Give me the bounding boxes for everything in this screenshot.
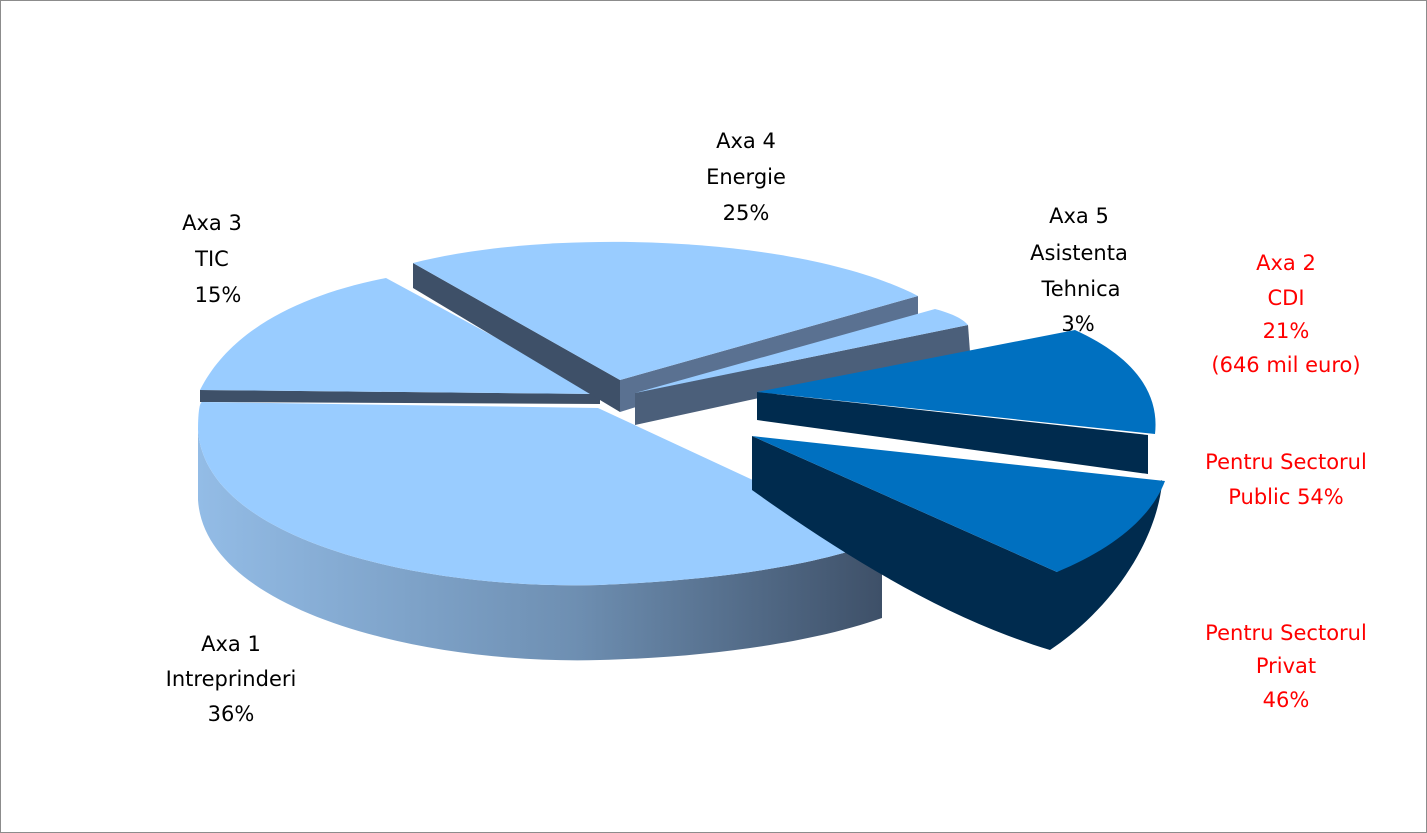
label-axa2: Axa 2 CDI 21% (646 mil euro) [1211, 251, 1360, 377]
label-axa1-line2: Intreprinderi [166, 667, 297, 691]
label-axa2-line4: (646 mil euro) [1211, 353, 1360, 377]
label-public-line1: Pentru Sectorul [1205, 450, 1367, 474]
slice-axa5-asistenta [635, 309, 970, 425]
label-axa3: Axa 3 TIC 15% [182, 211, 242, 307]
slice-axa2-public-side [757, 392, 1148, 474]
label-public-line2: Public 54% [1228, 485, 1344, 509]
slice-axa2-public-top [757, 330, 1156, 434]
slice-axa4-side [413, 263, 620, 412]
label-axa3-line1: Axa 3 [182, 211, 242, 235]
label-axa5-line3: Tehnica [1040, 277, 1120, 301]
label-axa2-line1: Axa 2 [1256, 251, 1316, 275]
label-privat-line1: Pentru Sectorul [1205, 621, 1367, 645]
label-privat: Pentru Sectorul Privat 46% [1205, 621, 1367, 712]
slice-axa2-privat-side [752, 436, 1162, 650]
label-axa5-line2: Asistenta [1030, 241, 1128, 265]
slice-axa2-cdi [752, 330, 1165, 650]
label-privat-line2: Privat [1256, 654, 1316, 678]
slice-axa3-tic [200, 278, 600, 404]
slice-axa2-privat-top [752, 436, 1165, 572]
label-axa4-line3: 25% [723, 201, 770, 225]
label-axa4-line2: Energie [706, 165, 786, 189]
slice-axa1-intreprinderi [198, 402, 882, 661]
label-axa4: Axa 4 Energie 25% [706, 129, 786, 225]
label-privat-line3: 46% [1263, 688, 1310, 712]
slice-axa4-top [413, 241, 918, 380]
label-axa5-line4: 3% [1061, 312, 1094, 336]
label-axa1-line3: 36% [208, 702, 255, 726]
slice-axa3-side [200, 390, 600, 404]
slice-axa5-top [635, 309, 968, 393]
label-axa4-line1: Axa 4 [716, 129, 776, 153]
label-axa2-line3: 21% [1263, 319, 1310, 343]
label-axa1: Axa 1 Intreprinderi 36% [166, 632, 297, 726]
slice-axa1-top [198, 402, 882, 586]
label-axa3-line3: 15% [195, 283, 242, 307]
slice-axa1-side [198, 430, 882, 661]
label-axa3-line2: TIC [194, 247, 229, 271]
slice-axa5-side [635, 325, 970, 425]
slice-axa3-top [200, 278, 600, 394]
label-axa2-line2: CDI [1267, 286, 1304, 310]
label-axa5: Axa 5 Asistenta Tehnica 3% [1030, 204, 1128, 336]
label-axa5-line1: Axa 5 [1049, 204, 1109, 228]
label-public: Pentru Sectorul Public 54% [1205, 450, 1367, 509]
label-axa1-line1: Axa 1 [201, 632, 261, 656]
